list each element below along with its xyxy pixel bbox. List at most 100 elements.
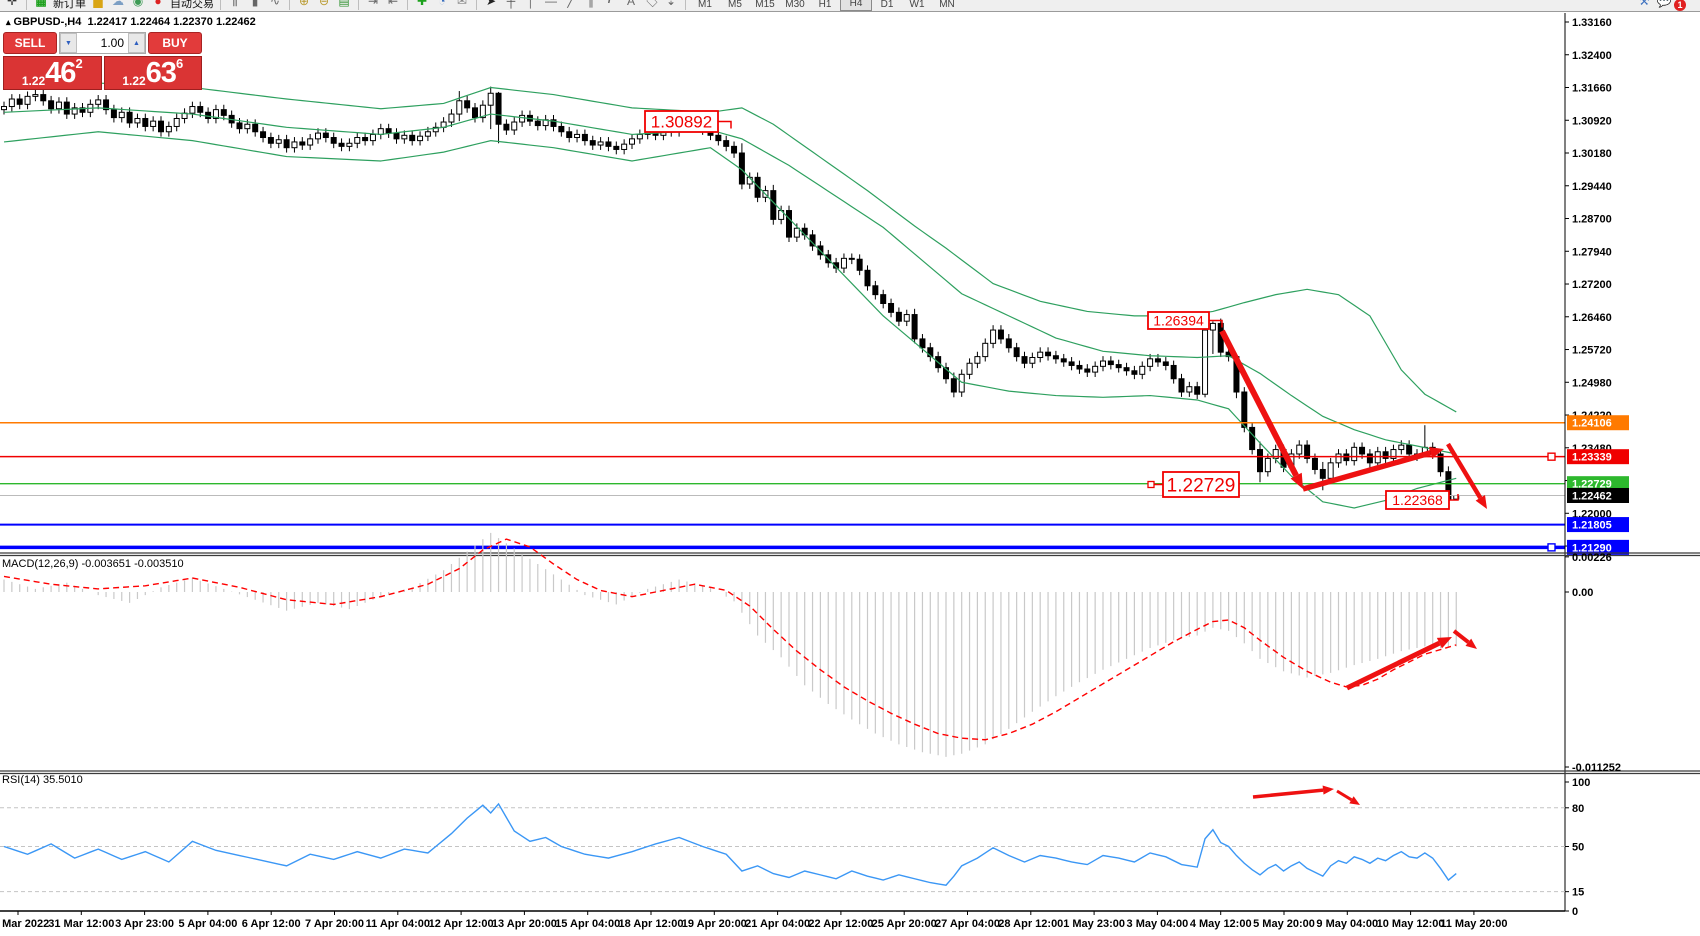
volume-up-button[interactable]: ▲ (128, 33, 145, 53)
bollinger-upper-line (3, 79, 1457, 413)
svg-text:30 Mar 2022: 30 Mar 2022 (0, 918, 49, 930)
cloud-icon[interactable]: ☁ (112, 0, 124, 8)
auto-scroll-icon[interactable]: ⇥ (367, 0, 379, 8)
toolbar-separator (685, 0, 686, 10)
svg-text:3 Apr 23:00: 3 Apr 23:00 (115, 918, 174, 930)
tf-h4[interactable]: H4 (840, 0, 872, 11)
text-tool-icon[interactable]: A (626, 0, 635, 8)
svg-text:1.31660: 1.31660 (1572, 83, 1612, 95)
tf-d1[interactable]: D1 (880, 0, 894, 10)
macd-signal-line (3, 538, 1457, 741)
new-order-label[interactable]: 新订单 (53, 0, 86, 10)
tf-m30[interactable]: M30 (785, 0, 805, 10)
svg-text:27 Apr 04:00: 27 Apr 04:00 (935, 918, 1000, 930)
fibonacci-icon[interactable]: 𝑭 (607, 0, 615, 6)
svg-text:10 May 12:00: 10 May 12:00 (1377, 918, 1445, 930)
tf-w1[interactable]: W1 (909, 0, 925, 10)
label-tool-icon[interactable]: 🏷 (643, 0, 659, 8)
templates-icon[interactable]: ✉ (456, 0, 468, 8)
chart-shift-icon[interactable]: ⇤ (387, 0, 399, 8)
rsi-label: RSI(14) 35.5010 (2, 774, 83, 786)
wrench-icon[interactable]: ⚒ (1638, 0, 1650, 8)
callout-1.22368[interactable]: 1.22368 (1385, 490, 1459, 510)
periods-icon[interactable]: ◔ (438, 0, 446, 8)
buy-button[interactable]: BUY (148, 32, 202, 54)
svg-text:21 Apr 04:00: 21 Apr 04:00 (745, 918, 810, 930)
gold-icon[interactable]: ▆ (93, 0, 103, 8)
svg-text:0: 0 (1572, 906, 1578, 918)
buy-price-display[interactable]: 1.22 63 6 (103, 56, 202, 90)
tf-mn[interactable]: MN (939, 0, 955, 10)
volume-control: ▼ 1.00 ▲ (59, 32, 146, 54)
trend-arrows[interactable] (1219, 329, 1487, 805)
chat-bubble-icon[interactable]: 💬 (1656, 0, 1672, 8)
svg-text:1.22368: 1.22368 (1392, 492, 1443, 508)
one-click-trading-panel: SELL ▼ 1.00 ▲ BUY 1.22 46 2 1.22 63 6 (3, 32, 202, 90)
svg-text:22 Apr 12:00: 22 Apr 12:00 (808, 918, 873, 930)
candle-chart-icon[interactable]: ▮ (251, 0, 259, 8)
sell-button[interactable]: SELL (3, 32, 57, 54)
toolbar: ✛ ▦ 新订单 ▆ ☁ ◉ ● 自动交易 ⫼ ▮ ∿ ⊕ ⊖ ▤ ⇥ ⇤ ✚ ◔… (0, 0, 1700, 12)
tf-m1[interactable]: M1 (698, 0, 712, 10)
svg-text:28 Apr 12:00: 28 Apr 12:00 (998, 918, 1063, 930)
svg-text:12 Apr 12:00: 12 Apr 12:00 (429, 918, 494, 930)
svg-text:6 Apr 12:00: 6 Apr 12:00 (242, 918, 301, 930)
horizontal-price-lines[interactable] (0, 421, 1565, 552)
panel-separators[interactable] (0, 552, 1700, 912)
svg-text:1.27940: 1.27940 (1572, 246, 1612, 258)
rsi-panel: 100 80 50 15 0 RSI(14) 35.5010 (0, 774, 1590, 918)
chart-background (0, 13, 1700, 936)
channel-icon[interactable]: ∥ (588, 0, 594, 8)
toolbar-separator (407, 0, 408, 10)
svg-text:1.26460: 1.26460 (1572, 312, 1612, 324)
volume-down-button[interactable]: ▼ (60, 33, 77, 53)
notification-badge[interactable]: 1 (1674, 0, 1686, 11)
svg-text:19 Apr 20:00: 19 Apr 20:00 (682, 918, 747, 930)
tile-windows-icon[interactable]: ▤ (338, 0, 350, 8)
arrows-tool-icon[interactable]: ⇣ (665, 0, 677, 8)
volume-input[interactable]: 1.00 (100, 36, 124, 50)
svg-text:1.26394: 1.26394 (1153, 313, 1204, 329)
sell-price-prefix: 1.22 (21, 74, 46, 88)
svg-text:1.29440: 1.29440 (1572, 181, 1612, 193)
bar-chart-icon[interactable]: ⫼ (232, 0, 238, 8)
callout-1.30892[interactable]: 1.30892 (644, 110, 732, 133)
bollinger-lower-line (3, 131, 1457, 509)
crosshair-tool-icon[interactable]: ✛ (6, 0, 18, 8)
zoom-out-icon[interactable]: ⊖ (318, 0, 330, 8)
svg-text:1.30920: 1.30920 (1572, 115, 1612, 127)
svg-text:18 Apr 12:00: 18 Apr 12:00 (618, 918, 683, 930)
svg-text:15 Apr 04:00: 15 Apr 04:00 (555, 918, 620, 930)
svg-text:1.33160: 1.33160 (1572, 17, 1612, 29)
hline-icon[interactable]: — (545, 0, 557, 8)
tf-h1[interactable]: H1 (818, 0, 832, 10)
autotrade-label[interactable]: 自动交易 (170, 0, 214, 10)
svg-text:7 Apr 20:00: 7 Apr 20:00 (305, 918, 364, 930)
tf-m15[interactable]: M15 (755, 0, 775, 10)
indicators-icon[interactable]: ✚ (416, 0, 428, 8)
svg-text:0.00226: 0.00226 (1572, 552, 1612, 564)
vline-icon[interactable]: │ (527, 0, 535, 8)
line-chart-icon[interactable]: ∿ (269, 0, 281, 8)
callout-1.26394[interactable]: 1.26394 (1147, 311, 1223, 330)
buy-price-sup: 6 (175, 56, 184, 71)
tf-m5[interactable]: M5 (728, 0, 742, 10)
svg-text:1.24106: 1.24106 (1572, 418, 1612, 430)
crosshair-icon[interactable]: ┼ (506, 0, 516, 8)
callout-1.22729[interactable]: 1.22729 (1147, 471, 1240, 498)
zoom-in-icon[interactable]: ⊕ (298, 0, 310, 8)
new-order-icon[interactable]: ▦ (35, 0, 47, 8)
svg-text:31 Mar 12:00: 31 Mar 12:00 (48, 918, 114, 930)
price-callouts[interactable]: 1.30892 1.26394 1.22729 1.22368 (644, 110, 1459, 510)
bollinger-bands (3, 79, 1457, 509)
market-globe-icon[interactable]: ◉ (132, 0, 144, 8)
sell-price-display[interactable]: 1.22 46 2 (3, 56, 102, 90)
svg-text:25 Apr 20:00: 25 Apr 20:00 (872, 918, 937, 930)
svg-text:1.30892: 1.30892 (651, 113, 712, 132)
trendline-icon[interactable]: ╱ (567, 0, 575, 8)
autotrade-icon[interactable]: ● (154, 0, 162, 8)
svg-text:1.21805: 1.21805 (1572, 520, 1612, 532)
cursor-icon[interactable]: ➤ (485, 0, 497, 8)
